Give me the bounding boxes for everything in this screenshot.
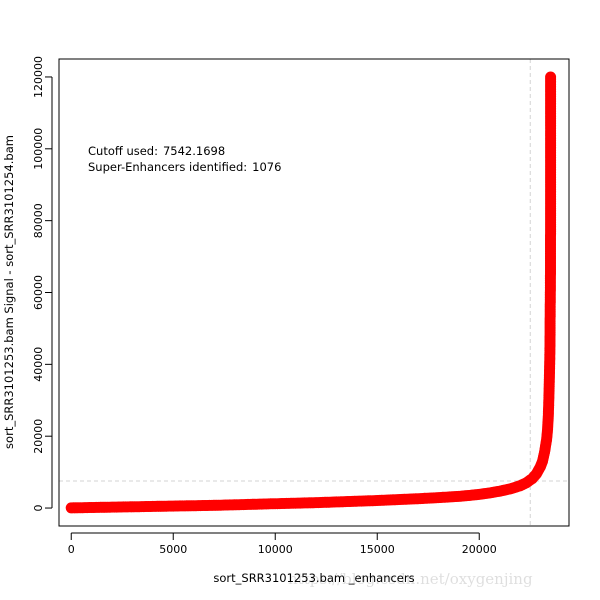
y-tick-label: 20000	[32, 419, 45, 454]
data-point	[545, 71, 557, 83]
x-tick-label: 10000	[258, 543, 293, 556]
cutoff-annotation-value: 7542.1698	[163, 144, 225, 158]
data-series	[65, 71, 557, 514]
y-tick-label: 40000	[32, 347, 45, 382]
cutoff-reference-lines	[59, 59, 569, 526]
series-line	[71, 77, 553, 510]
cutoff-annotation: Cutoff used: 7542.1698	[88, 144, 225, 158]
y-tick-label: 80000	[32, 203, 45, 238]
y-tick-label: 0	[32, 505, 45, 512]
x-tick-label: 20000	[462, 543, 497, 556]
y-tick-label: 120000	[32, 56, 45, 98]
super-enhancers-annotation-label: Super-Enhancers identified:	[88, 160, 247, 174]
y-axis-title: sort_SRR3101253.bam Signal - sort_SRR310…	[2, 135, 16, 449]
super-enhancers-annotation: Super-Enhancers identified: 1076	[88, 160, 281, 174]
x-tick-label: 0	[68, 543, 75, 556]
plot-frame	[58, 58, 570, 527]
y-tick-label: 100000	[32, 128, 45, 170]
x-axis: 0 5000 10000 15000 20000	[68, 532, 497, 556]
super-enhancers-annotation-value: 1076	[252, 160, 281, 174]
watermark: https://blog.csdn.net/oxygenjing	[288, 570, 533, 588]
x-tick-label: 5000	[159, 543, 187, 556]
y-axis: 0 20000 40000 60000 80000 100000 120000	[32, 56, 53, 512]
y-tick-label: 60000	[32, 275, 45, 310]
x-axis-title: sort_SRR3101253.bam _enhancers	[213, 571, 414, 585]
cutoff-annotation-label: Cutoff used:	[88, 144, 158, 158]
x-tick-label: 15000	[360, 543, 395, 556]
